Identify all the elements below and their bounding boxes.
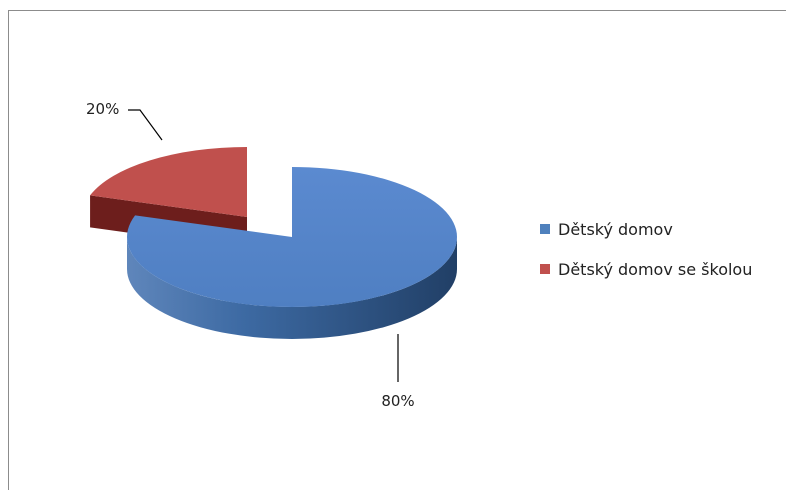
legend-label: Dětský domov se školou <box>558 260 752 279</box>
data-label-20: 20% <box>86 100 119 118</box>
legend-item-detsky-domov-se-skolou: Dětský domov se školou <box>540 258 752 280</box>
legend-swatch-red <box>540 264 550 274</box>
data-label-80: 80% <box>381 392 414 410</box>
legend-swatch-blue <box>540 224 550 234</box>
legend-item-detsky-domov: Dětský domov <box>540 218 752 240</box>
legend: Dětský domov Dětský domov se školou <box>540 218 752 298</box>
legend-label: Dětský domov <box>558 220 673 239</box>
leader-line-20 <box>128 110 162 140</box>
